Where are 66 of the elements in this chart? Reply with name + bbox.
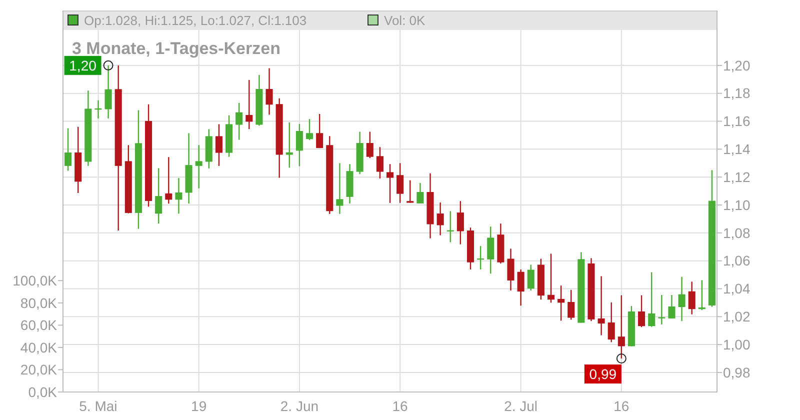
candlestick <box>678 276 686 322</box>
candlestick <box>165 156 172 204</box>
candlestick <box>456 200 464 245</box>
candlestick <box>215 124 222 167</box>
candlestick <box>688 281 696 316</box>
candlestick <box>598 276 605 336</box>
candlestick <box>648 272 656 328</box>
x-tick-label: 2. Jun <box>280 398 319 414</box>
candlestick <box>406 180 414 204</box>
x-tick-label: 5. Mai <box>79 398 118 414</box>
y-tick-label: 1,14 <box>723 141 750 158</box>
candlestick <box>436 202 444 236</box>
candlestick <box>668 294 676 320</box>
candlestick <box>266 68 273 116</box>
candlestick <box>558 284 565 322</box>
text: 3 Monate, 1-Tages-Kerzen <box>72 39 280 58</box>
candlestick <box>507 248 514 292</box>
candlestick <box>175 177 182 214</box>
y-tick-label: 1,12 <box>723 168 750 185</box>
y-tick-label: 1,20 <box>723 57 750 74</box>
y2-tick-label: 80,0K <box>20 294 58 311</box>
y2-tick-label: 100,0K <box>12 272 58 288</box>
y-tick-label: 1,18 <box>723 85 750 102</box>
x-tick-label: 19 <box>191 398 207 414</box>
x-tick-label: 16 <box>614 398 630 414</box>
candlestick <box>306 118 314 141</box>
candlestick <box>527 264 534 292</box>
y-tick-label: 1,10 <box>723 196 750 213</box>
candlestick <box>568 289 575 320</box>
y2-tick-label: 60,0K <box>20 317 58 334</box>
candlestick <box>517 268 524 306</box>
candlestick <box>246 79 253 130</box>
y-tick-label: 1,16 <box>723 113 750 130</box>
candlestick <box>195 144 202 189</box>
x-tick-label: 16 <box>392 398 408 414</box>
candlestick <box>155 168 162 224</box>
candlestick <box>376 146 384 180</box>
candlestick <box>336 162 344 215</box>
annotation: 1,20 <box>69 57 97 74</box>
candlestick <box>386 164 394 204</box>
candlestick <box>608 302 615 343</box>
y-tick-label: 0,98 <box>723 364 750 380</box>
y-tick-label: 1,04 <box>723 280 750 297</box>
annotation: Op:1.028, Hi:1.125, Lo:1.027, Cl:1.103 <box>84 13 307 28</box>
y2-tick-label: 40,0K <box>20 339 58 356</box>
candlestick <box>446 210 454 243</box>
candlestick <box>366 131 374 159</box>
y-tick-label: 1,00 <box>723 336 750 352</box>
candlestick <box>658 294 666 326</box>
y2-tick-label: 0,0K <box>28 384 58 400</box>
candlestick <box>547 253 555 304</box>
candlestick <box>638 294 646 328</box>
y2-tick-label: 20,0K <box>20 362 58 378</box>
candlestick <box>416 182 424 204</box>
candlestick <box>396 162 404 204</box>
annotation: Vol: 0K <box>384 13 426 28</box>
candlestick <box>487 226 494 274</box>
y-tick-label: 1,08 <box>723 224 750 241</box>
candlestick <box>236 102 243 140</box>
x-tick-label: 2. Jul <box>504 398 538 414</box>
candlestick <box>64 128 72 172</box>
y-tick-label: 1,06 <box>723 252 750 269</box>
y-tick-label: 1,02 <box>723 308 750 325</box>
candlestick <box>296 123 303 167</box>
candlestick <box>316 113 324 149</box>
annotation: 0,99 <box>589 366 617 382</box>
